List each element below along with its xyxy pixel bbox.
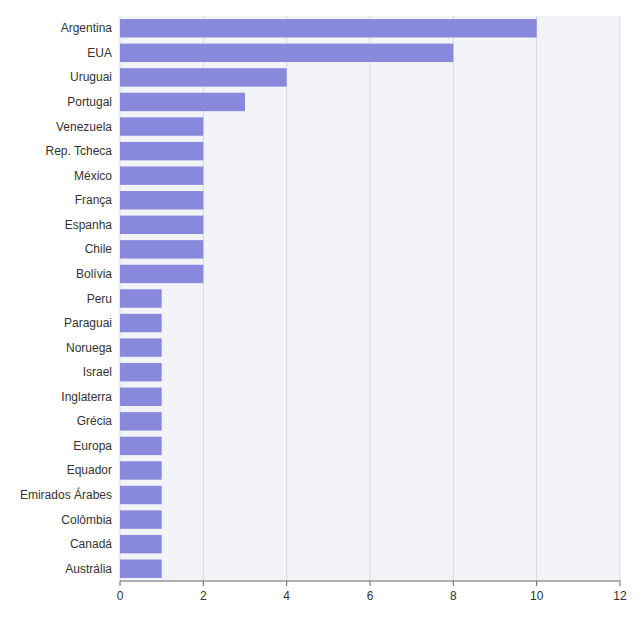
bar [120,560,162,578]
axis-line [120,581,620,582]
chart: 0 2 4 6 8 10 12 Austrália Canadá Colômbia Emirados… [0,0,644,617]
category-label: México [74,169,112,183]
category-label: Rep. Tcheca [46,144,113,158]
tick-mark [203,581,204,586]
tick-mark [120,581,121,586]
tick-label: 8 [450,589,457,603]
category-axis: Austrália Canadá Colômbia Emirados Árabes Eq… [20,21,112,575]
category-label: França [75,193,113,207]
tick-label: 0 [117,589,124,603]
value-axis: 0 2 4 6 8 10 12 [117,581,627,603]
bar [120,19,537,37]
bar [120,461,162,479]
bar [120,510,162,528]
tick-mark [453,581,454,586]
category-label: Espanha [65,218,113,232]
tick-mark [286,581,287,586]
grid-line [370,16,371,581]
bar [120,240,203,258]
bar [120,486,162,504]
tick-label: 12 [613,589,627,603]
tick-label: 10 [530,589,544,603]
bar [120,166,203,184]
category-label: Canadá [70,537,112,551]
bar [120,265,203,283]
category-label: Colômbia [61,513,112,527]
category-label: Grécia [77,414,113,428]
category-label: Venezuela [56,120,112,134]
grid-line [620,16,621,581]
category-label: Uruguai [70,70,112,84]
category-label: Emirados Árabes [20,487,112,502]
grid [120,16,620,581]
bar [120,68,287,86]
bar [120,93,245,111]
bar [120,44,453,62]
bar [120,191,203,209]
category-label: Austrália [65,562,112,576]
bar [120,535,162,553]
category-label: Bolívia [76,267,112,281]
plot-background [120,16,620,581]
category-label: Argentina [61,21,113,35]
category-label: Europa [73,439,112,453]
bar [120,363,162,381]
bar [120,142,203,160]
bar [120,388,162,406]
bar [120,412,162,430]
bar [120,437,162,455]
grid-line [453,16,454,581]
chart-container: 0 2 4 6 8 10 12 Austrália Canadá Colômbia Emirados… [0,0,644,617]
tick-label: 4 [283,589,290,603]
bar [120,338,162,356]
bars [120,19,537,578]
tick-mark [370,581,371,586]
tick-mark [536,581,537,586]
grid-line [286,16,287,581]
grid-line [536,16,537,581]
bar [120,289,162,307]
bar [120,216,203,234]
category-label: Portugal [67,95,112,109]
category-label: Noruega [66,341,112,355]
category-label: Peru [87,292,112,306]
category-label: Paraguai [64,316,112,330]
tick-mark [620,581,621,586]
bar [120,117,203,135]
tick-label: 6 [367,589,374,603]
bar [120,314,162,332]
category-label: Equador [67,463,112,477]
category-label: Inglaterra [61,390,112,404]
tick-label: 2 [200,589,207,603]
category-label: EUA [87,46,112,60]
category-label: Israel [83,365,112,379]
category-label: Chile [85,242,113,256]
